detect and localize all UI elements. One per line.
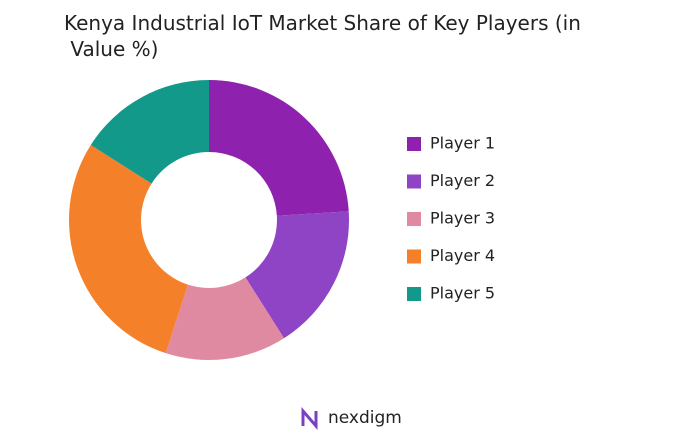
brand-logo (301, 406, 318, 431)
brand: nexdigm (328, 408, 402, 428)
legend-label: Player 4 (430, 246, 495, 265)
legend-swatch (407, 287, 421, 301)
donut-slice (90, 80, 209, 184)
donut-slice (245, 211, 349, 339)
chart-title: Kenya Industrial IoT Market Share of Key… (64, 11, 581, 61)
title-line: Value %) (64, 37, 158, 61)
donut-slice (209, 80, 349, 216)
legend-swatch (407, 212, 421, 226)
legend-label: Player 2 (430, 171, 495, 190)
legend-label: Player 3 (430, 209, 495, 228)
donut-slice (68, 144, 188, 354)
legend-label: Player 5 (430, 284, 495, 303)
legend-swatch (407, 249, 421, 264)
legend-swatch (407, 174, 421, 189)
donut-slice (165, 277, 285, 360)
legend-swatch (407, 137, 421, 151)
title-line: Kenya Industrial IoT Market Share of Key… (64, 11, 581, 35)
legend-label: Player 1 (430, 134, 495, 153)
